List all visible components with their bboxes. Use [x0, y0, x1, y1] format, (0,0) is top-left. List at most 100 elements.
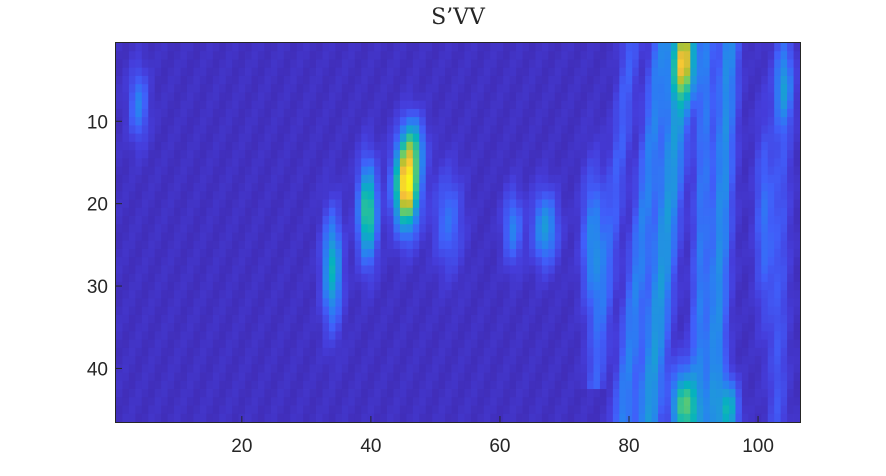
heatmap-cell: [503, 51, 511, 60]
heatmap-cell: [116, 290, 123, 299]
heatmap-cell: [477, 75, 485, 85]
heatmap-cell: [380, 92, 388, 102]
heatmap-cell: [561, 314, 569, 324]
heatmap-cell: [554, 372, 562, 382]
heatmap-cell: [561, 248, 569, 258]
heatmap-cell: [464, 281, 472, 291]
heatmap-cell: [780, 413, 788, 423]
heatmap-cell: [574, 51, 581, 60]
heatmap-cell: [251, 125, 259, 135]
heatmap-cell: [696, 207, 704, 217]
heatmap-cell: [483, 380, 491, 390]
heatmap-cell: [677, 158, 685, 167]
heatmap-cell: [174, 323, 181, 332]
heatmap-cell: [309, 51, 317, 60]
heatmap-cell: [432, 240, 440, 250]
heatmap-cell: [638, 117, 646, 126]
heatmap-cell: [303, 389, 310, 398]
heatmap-cell: [703, 100, 711, 110]
heatmap-cell: [567, 100, 575, 110]
heatmap-cell: [257, 339, 265, 349]
heatmap-cell: [161, 380, 169, 390]
heatmap-cell: [754, 356, 762, 365]
heatmap-cell: [116, 92, 123, 102]
heatmap-cell: [270, 191, 278, 200]
heatmap-cell: [406, 281, 414, 291]
heatmap-cell: [296, 199, 304, 209]
heatmap-cell: [587, 207, 594, 217]
heatmap-cell: [219, 232, 227, 242]
heatmap-cell: [193, 389, 201, 398]
heatmap-cell: [193, 380, 201, 390]
heatmap-cell: [709, 339, 717, 349]
heatmap-cell: [186, 133, 194, 143]
heatmap-cell: [496, 166, 504, 176]
heatmap-cell: [709, 331, 717, 341]
heatmap-cell: [432, 67, 440, 77]
heatmap-cell: [257, 150, 265, 159]
heatmap-cell: [206, 298, 214, 308]
heatmap-cell: [464, 364, 472, 373]
heatmap-cell: [722, 125, 730, 135]
heatmap-cell: [225, 100, 233, 110]
heatmap-cell: [599, 125, 607, 135]
heatmap-cell: [180, 174, 188, 184]
heatmap-cell: [477, 347, 485, 357]
heatmap-cell: [780, 314, 788, 324]
heatmap-cell: [148, 191, 156, 200]
heatmap-cell: [225, 306, 233, 316]
heatmap-cell: [670, 273, 678, 283]
heatmap-cell: [612, 356, 620, 365]
heatmap-cell: [290, 59, 298, 69]
heatmap-cell: [541, 108, 549, 118]
heatmap-cell: [645, 331, 652, 341]
heatmap-cell: [361, 75, 369, 85]
heatmap-cell: [399, 265, 407, 275]
heatmap-cell: [567, 273, 575, 283]
heatmap-cell: [780, 273, 788, 283]
heatmap-cell: [128, 183, 136, 192]
heatmap-cell: [257, 331, 265, 341]
heatmap-cell: [709, 281, 717, 291]
heatmap-cell: [632, 166, 640, 176]
heatmap-cell: [632, 100, 640, 110]
heatmap-cell: [567, 183, 575, 192]
heatmap-cell: [722, 314, 730, 324]
heatmap-cell: [438, 183, 446, 192]
heatmap-cell: [380, 240, 388, 250]
heatmap-cell: [761, 323, 769, 332]
heatmap-cell: [703, 207, 711, 217]
heatmap-cell: [483, 92, 491, 102]
heatmap-cell: [548, 199, 556, 209]
heatmap-cell: [425, 380, 433, 390]
heatmap-cell: [683, 372, 691, 382]
heatmap-cell: [270, 207, 278, 217]
heatmap-cell: [180, 413, 188, 423]
heatmap-cell: [283, 273, 291, 283]
heatmap-cell: [722, 248, 730, 258]
heatmap-cell: [503, 298, 511, 308]
heatmap-cell: [632, 158, 640, 167]
heatmap-cell: [367, 356, 375, 365]
heatmap-cell: [477, 298, 485, 308]
heatmap-cell: [425, 347, 433, 357]
heatmap-cell: [251, 323, 259, 332]
heatmap-cell: [632, 290, 640, 299]
heatmap-cell: [328, 364, 336, 373]
heatmap-cell: [393, 248, 401, 258]
heatmap-cell: [587, 389, 594, 398]
heatmap-cell: [729, 158, 736, 167]
heatmap-cell: [193, 356, 201, 365]
heatmap-cell: [664, 158, 672, 167]
heatmap-cell: [541, 248, 549, 258]
heatmap-cell: [277, 191, 285, 200]
heatmap-cell: [186, 207, 194, 217]
heatmap-cell: [148, 166, 156, 176]
heatmap-cell: [354, 125, 362, 135]
heatmap-cell: [264, 207, 272, 217]
heatmap-cell: [509, 199, 517, 209]
heatmap-cell: [354, 306, 362, 316]
heatmap-cell: [399, 323, 407, 332]
heatmap-cell: [432, 372, 440, 382]
